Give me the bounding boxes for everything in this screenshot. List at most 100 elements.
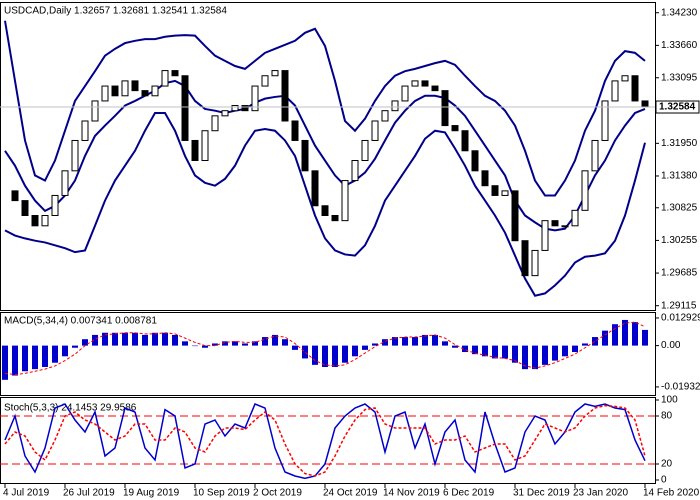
y-tick-label: 0 <box>661 475 667 486</box>
macd-bar <box>372 343 378 346</box>
candle <box>541 220 549 251</box>
macd-bar <box>252 341 258 346</box>
macd-bar <box>282 339 288 346</box>
macd-bar <box>52 345 58 363</box>
candle <box>201 130 209 162</box>
candle <box>41 214 49 227</box>
candle <box>601 100 609 141</box>
candle <box>231 105 239 112</box>
candle <box>311 170 319 207</box>
macd-bar <box>482 345 488 357</box>
candle <box>251 85 259 112</box>
y-tick-label: 20 <box>661 459 673 470</box>
candle <box>261 75 269 87</box>
candle <box>501 190 509 196</box>
candle <box>141 90 149 97</box>
y-tick-label: 1.30825 <box>661 202 698 213</box>
candle <box>591 139 599 172</box>
macd-bar <box>42 345 48 367</box>
macd-bar <box>272 334 278 346</box>
stoch-main <box>4 403 646 480</box>
candle <box>531 249 539 277</box>
candle <box>401 85 409 102</box>
macd-bar <box>32 345 38 370</box>
candle <box>611 80 619 102</box>
macd-panel <box>0 312 656 396</box>
candle <box>581 170 589 211</box>
macd-bar <box>382 339 388 346</box>
bollinger-band <box>4 111 646 297</box>
candle <box>371 120 379 141</box>
candle <box>481 170 489 187</box>
last-price-label: 1.32584 <box>659 102 696 113</box>
candle <box>471 150 479 172</box>
candle <box>621 75 629 82</box>
candle <box>131 80 139 92</box>
candle <box>391 100 399 112</box>
candle <box>191 139 199 162</box>
y-tick-label: 1.34230 <box>661 7 698 18</box>
macd-bar <box>212 343 218 346</box>
main-panel <box>0 2 656 311</box>
macd-bar <box>602 330 608 346</box>
macd-bar <box>122 332 128 346</box>
macd-bar <box>162 332 168 346</box>
candle <box>281 70 289 122</box>
macd-bar <box>222 341 228 346</box>
bollinger-band <box>4 20 646 197</box>
macd-bar <box>72 345 78 348</box>
macd-bar <box>462 345 468 353</box>
candle <box>301 139 309 172</box>
candle <box>641 100 649 108</box>
y-tick-label: 100 <box>661 395 678 406</box>
bollinger-band <box>4 79 646 232</box>
macd-bar <box>612 324 618 346</box>
candle <box>341 180 349 222</box>
candle <box>61 170 69 196</box>
candle <box>11 190 19 202</box>
macd-bar <box>172 334 178 346</box>
candle <box>441 90 449 127</box>
macd-bar <box>82 339 88 346</box>
candle <box>31 214 39 227</box>
signal-line <box>4 321 646 375</box>
candle <box>321 205 329 216</box>
candle <box>551 220 559 227</box>
candle <box>211 115 219 132</box>
candle <box>91 100 99 122</box>
macd-bar <box>432 334 438 346</box>
macd-bar <box>232 341 238 346</box>
candle <box>571 209 579 227</box>
candle <box>21 200 29 216</box>
candle <box>241 105 249 112</box>
macd-bar <box>442 341 448 346</box>
panel-title: USDCAD,Daily 1.32657 1.32681 1.32541 1.3… <box>4 6 227 17</box>
candle <box>351 160 359 182</box>
macd-bar <box>2 345 8 380</box>
macd-bar <box>542 345 548 365</box>
y-tick-label: 1.33660 <box>661 40 698 51</box>
x-tick-label: 6 Dec 2019 <box>443 488 495 499</box>
macd-bar <box>422 334 428 346</box>
macd-bar <box>322 345 328 367</box>
candle <box>51 194 59 216</box>
macd-bar <box>92 334 98 346</box>
macd-bar <box>582 343 588 346</box>
candle <box>421 80 429 87</box>
candle <box>431 85 439 92</box>
macd-bar <box>182 341 188 346</box>
y-tick-label: 1.29685 <box>661 268 698 279</box>
macd-bar <box>492 345 498 359</box>
x-tick-label: 14 Feb 2020 <box>643 488 700 499</box>
macd-bar <box>522 345 528 370</box>
macd-bar <box>402 337 408 346</box>
last-price-box <box>655 100 700 114</box>
macd-bar <box>472 345 478 355</box>
y-tick-label: 1.29115 <box>661 300 697 311</box>
y-tick-label: 1.31380 <box>661 171 698 182</box>
macd-bar <box>312 345 318 365</box>
candle <box>161 70 169 87</box>
panel-title: MACD(5,34,4) 0.007341 0.008781 <box>4 316 157 327</box>
macd-bar <box>262 337 268 346</box>
